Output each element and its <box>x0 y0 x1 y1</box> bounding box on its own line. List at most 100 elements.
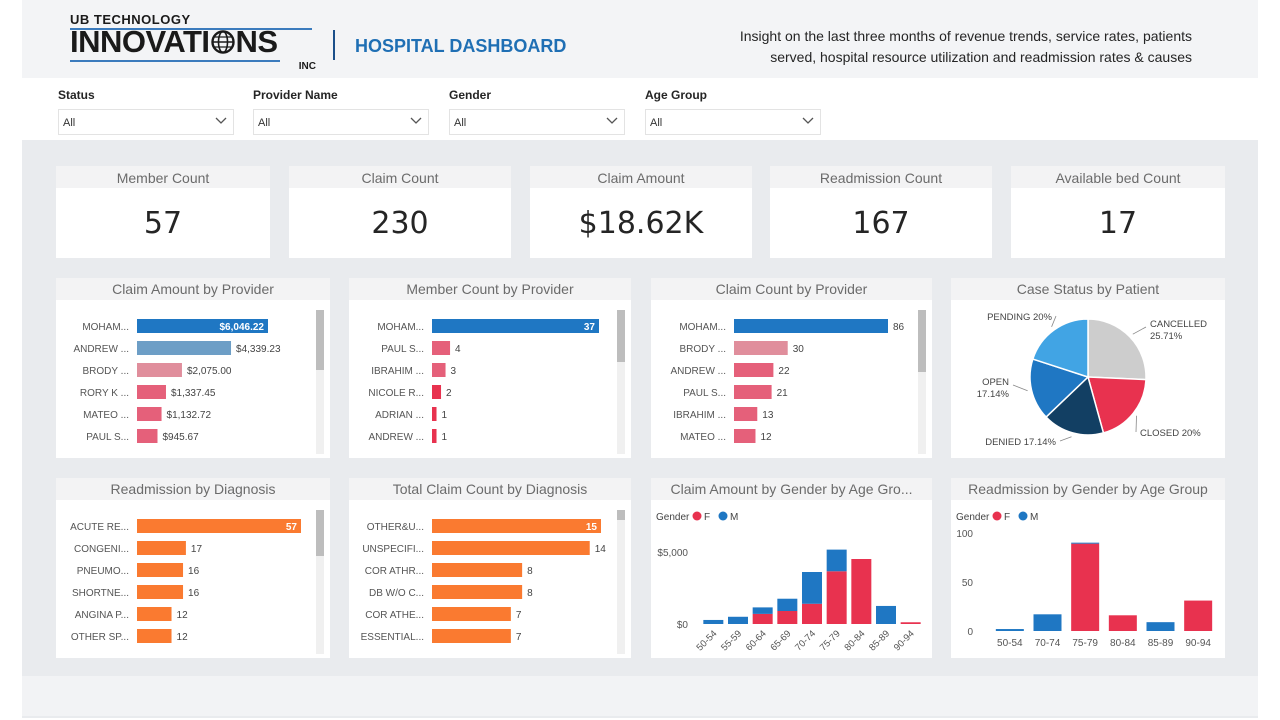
scrollbar-thumb[interactable] <box>617 510 625 520</box>
filter-provider-dropdown[interactable]: All <box>253 109 429 135</box>
category-label: PAUL S... <box>86 432 129 443</box>
category-label: MATEO ... <box>680 432 726 443</box>
kpi-member-count[interactable]: Member Count 57 <box>56 166 270 258</box>
chart-claim-count-by-provider[interactable]: Claim Count by Provider MOHAM... 86 BRODY … <box>651 278 932 458</box>
scrollbar-thumb[interactable] <box>617 310 625 362</box>
kpi-value: 167 <box>852 206 910 241</box>
bar-segment <box>1033 614 1062 631</box>
bar-segment <box>1071 543 1100 631</box>
filter-status-value: All <box>63 117 76 129</box>
bar <box>432 541 590 555</box>
category-label: COR ATHE... <box>365 610 424 621</box>
data-label: 7 <box>516 632 522 643</box>
kpi-title: Member Count <box>56 166 270 188</box>
bar <box>137 563 184 577</box>
kpi-claim-amount[interactable]: Claim Amount $18.62K <box>530 166 752 258</box>
chart-svg: OTHER&U... 15 UNSPECIFI... 14 COR ATHR... 8 DB… <box>361 519 607 643</box>
chart-readmission-by-diagnosis[interactable]: Readmission by Diagnosis ACUTE RE... 57 CO… <box>56 478 330 658</box>
x-tick-label: 50-54 <box>694 628 719 653</box>
x-tick-label: 75-79 <box>818 628 843 653</box>
kpi-title: Readmission Count <box>770 166 992 188</box>
bar <box>432 585 523 599</box>
slice-label: CLOSED 20% <box>1140 428 1201 439</box>
category-label: RORY K ... <box>80 388 129 399</box>
kpi-title: Claim Count <box>289 166 511 188</box>
scrollbar-thumb[interactable] <box>918 310 926 372</box>
company-logo: UB TECHNOLOGY INNOVATI NS INC <box>70 10 316 72</box>
kpi-title: Claim Amount <box>530 166 752 188</box>
chart-svg: ACUTE RE... 57 CONGENI... 17 PNEUMO... 16 SHOR… <box>70 519 301 643</box>
category-label: PNEUMO... <box>77 566 129 577</box>
bar <box>137 541 186 555</box>
data-label: 17 <box>191 544 203 555</box>
leader-line <box>1059 436 1072 442</box>
category-label: MOHAM... <box>679 322 726 333</box>
bar-segment <box>777 598 798 611</box>
slice-label: 25.71% <box>1150 331 1183 342</box>
chart-scrollbar[interactable] <box>617 510 625 654</box>
bar-segment <box>876 605 896 624</box>
legend-title: Gender <box>656 512 690 523</box>
bar <box>734 341 788 355</box>
bar-segment <box>826 571 847 624</box>
chart-scrollbar[interactable] <box>617 310 625 454</box>
filter-gender-dropdown[interactable]: All <box>449 109 625 135</box>
chart-title: Member Count by Provider <box>349 278 631 300</box>
data-label: 12 <box>760 432 772 443</box>
chart-readmission-by-gender-by-age-group[interactable]: Readmission by Gender by Age Group Gende… <box>951 478 1225 658</box>
bar <box>432 407 437 421</box>
chart-total-claim-count-by-diagnosis[interactable]: Total Claim Count by Diagnosis OTHER&U..… <box>349 478 631 658</box>
category-label: ANDREW ... <box>368 432 424 443</box>
data-label: 12 <box>177 610 189 621</box>
legend-marker <box>692 511 702 521</box>
x-tick-label: 80-84 <box>1110 638 1136 649</box>
chart-scrollbar[interactable] <box>316 310 324 454</box>
y-tick-label: 0 <box>967 627 973 638</box>
kpi-value: $18.62K <box>578 206 704 241</box>
bar <box>432 629 511 643</box>
chart-member-count-by-provider[interactable]: Member Count by Provider MOHAM... 37 PAUL … <box>349 278 631 458</box>
data-label: $4,339.23 <box>236 344 281 355</box>
bar <box>734 385 772 399</box>
kpi-title: Available bed Count <box>1011 166 1225 188</box>
kpi-readmission-count[interactable]: Readmission Count 167 <box>770 166 992 258</box>
y-tick-label: $0 <box>677 620 689 631</box>
slice-label: OPEN <box>982 377 1009 388</box>
chart-case-status-by-patient[interactable]: Case Status by Patient CANCELLED 25.71% CL… <box>951 278 1225 458</box>
filter-status-dropdown[interactable]: All <box>58 109 234 135</box>
bar <box>137 519 301 533</box>
chart-claim-amount-by-gender-by-age-group[interactable]: Claim Amount by Gender by Age Gro... Gen… <box>651 478 932 658</box>
leader-line <box>1132 326 1147 335</box>
x-tick-label: 65-69 <box>768 628 793 653</box>
kpi-value: 230 <box>371 206 429 241</box>
filter-age-group-dropdown[interactable]: All <box>645 109 821 135</box>
kpi-claim-count[interactable]: Claim Count 230 <box>289 166 511 258</box>
filter-provider-value: All <box>258 117 271 129</box>
page-title: HOSPITAL DASHBOARD <box>355 36 567 56</box>
kpi-available-bed-count[interactable]: Available bed Count 17 <box>1011 166 1225 258</box>
chart-title: Case Status by Patient <box>951 278 1225 300</box>
chart-scrollbar[interactable] <box>316 510 324 654</box>
data-label: 21 <box>777 388 789 399</box>
legend-marker <box>718 511 728 521</box>
data-label: 14 <box>595 544 607 555</box>
bar <box>137 429 158 443</box>
bar <box>432 429 437 443</box>
scrollbar-thumb[interactable] <box>316 310 324 370</box>
chevron-down-icon <box>215 117 227 124</box>
pie-slice <box>1029 358 1090 419</box>
leader-line <box>1051 315 1057 327</box>
bar-segment <box>728 616 748 624</box>
pie-slice <box>1087 318 1147 381</box>
scrollbar-thumb[interactable] <box>316 510 324 556</box>
filter-age-group-label: Age Group <box>645 88 707 102</box>
chart-claim-amount-by-provider[interactable]: Claim Amount by Provider MOHAM... $6,046.… <box>56 278 330 458</box>
filter-gender-value: All <box>454 117 467 129</box>
x-tick-label: 55-59 <box>719 628 744 653</box>
category-label: MATEO ... <box>83 410 129 421</box>
bar-segment <box>752 613 773 624</box>
chart-scrollbar[interactable] <box>918 310 926 454</box>
bar <box>137 585 184 599</box>
slice-label: 17.14% <box>977 389 1010 400</box>
